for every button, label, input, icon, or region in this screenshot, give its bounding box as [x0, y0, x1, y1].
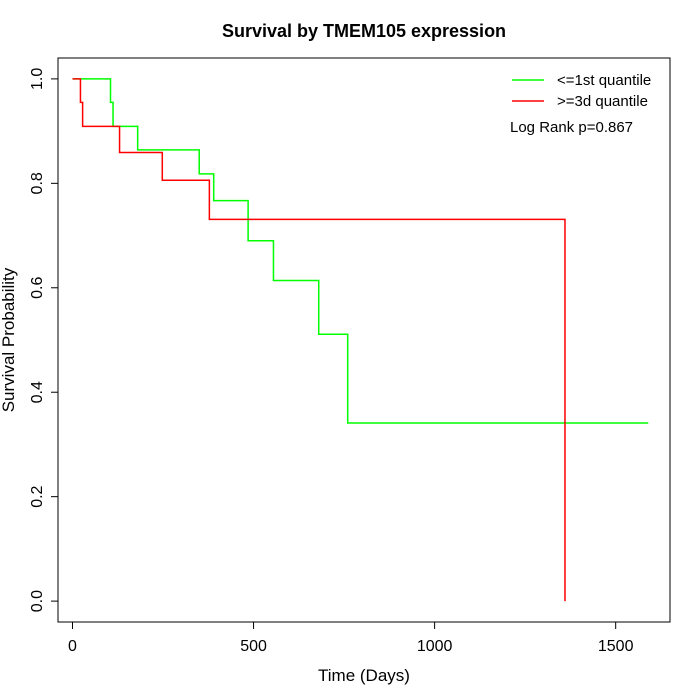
- x-tick-label: 1500: [598, 638, 634, 655]
- legend: <=1st quantile >=3d quantile: [512, 72, 651, 110]
- survival-curve-1: [72, 78, 649, 424]
- y-tick-label: 0.6: [29, 277, 46, 299]
- y-axis-label: Survival Probability: [0, 267, 18, 412]
- x-tick-label: 500: [240, 638, 267, 655]
- legend-label: <=1st quantile: [557, 72, 651, 89]
- log-rank-annotation: Log Rank p=0.867: [510, 119, 633, 136]
- plot-frame: [57, 57, 671, 623]
- y-tick-label: 1.0: [29, 68, 46, 90]
- x-tick-label: 0: [68, 638, 77, 655]
- legend-label: >=3d quantile: [557, 93, 648, 110]
- y-tick-label: 0.2: [29, 485, 46, 507]
- survival-curve-2: [72, 78, 566, 602]
- y-tick-label: 0.8: [29, 172, 46, 194]
- series-group: [72, 78, 649, 602]
- y-tick-label: 0.0: [29, 590, 46, 612]
- x-axis: 0 500 1000 1500: [68, 621, 634, 655]
- chart-title: Survival by TMEM105 expression: [222, 21, 506, 41]
- x-axis-label: Time (Days): [318, 666, 410, 685]
- y-tick-label: 0.4: [29, 381, 46, 403]
- x-tick-label: 1000: [417, 638, 453, 655]
- y-axis: 0.0 0.2 0.4 0.6 0.8 1.0: [29, 68, 59, 612]
